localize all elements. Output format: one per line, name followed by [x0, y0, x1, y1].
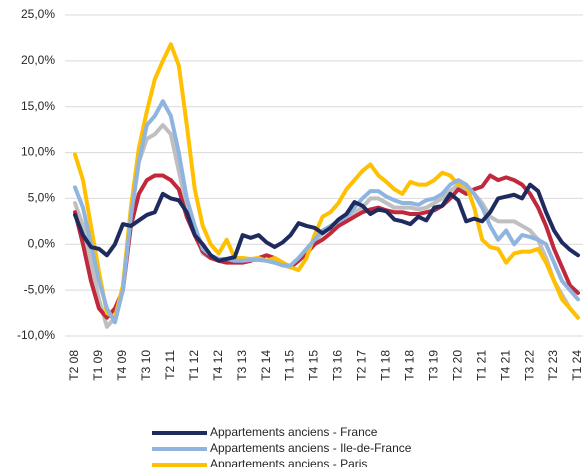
y-tick-label: 10,0%	[21, 145, 55, 159]
legend-label: Appartements anciens - Ile-de-France	[210, 441, 412, 455]
x-tick-label: T2 11	[163, 350, 177, 380]
x-tick-label: T1 18	[379, 350, 393, 381]
x-tick-label: T4 12	[211, 350, 225, 381]
x-tick-label: T4 21	[498, 350, 512, 381]
x-tick-label: T3 22	[522, 350, 536, 381]
y-tick-label: 20,0%	[21, 53, 55, 67]
x-tick-label: T3 16	[331, 350, 345, 381]
x-tick-label: T4 09	[115, 350, 129, 381]
y-tick-label: 15,0%	[21, 99, 55, 113]
series-line	[73, 173, 580, 320]
x-tick-label: T1 12	[187, 350, 201, 381]
x-tick-label: T3 10	[139, 350, 153, 381]
y-tick-label: 25,0%	[21, 7, 55, 21]
series-line	[73, 182, 580, 263]
x-tick-label: T2 08	[67, 350, 81, 381]
x-tick-label: T1 21	[474, 350, 488, 381]
legend-label: Appartements anciens - Paris	[210, 457, 367, 467]
x-tick-label: T2 14	[259, 350, 273, 381]
x-tick-label: T2 23	[546, 350, 560, 381]
y-tick-label: -5,0%	[24, 282, 56, 296]
x-tick-label: T3 19	[426, 350, 440, 381]
x-tick-label: T3 13	[235, 350, 249, 381]
x-tick-label: T4 18	[403, 350, 417, 381]
x-tick-label: T1 09	[91, 350, 105, 381]
x-tick-label: T1 24	[570, 350, 583, 381]
x-tick-label: T1 15	[283, 350, 297, 381]
y-tick-label: 0,0%	[28, 236, 56, 250]
series-line	[73, 42, 580, 320]
y-tick-label: -10,0%	[17, 328, 55, 342]
legend-label: Appartements anciens - France	[210, 425, 378, 439]
y-tick-label: 5,0%	[28, 191, 56, 205]
x-tick-label: T4 15	[307, 350, 321, 381]
x-tick-label: T2 20	[450, 350, 464, 381]
x-tick-label: T2 17	[355, 350, 369, 381]
